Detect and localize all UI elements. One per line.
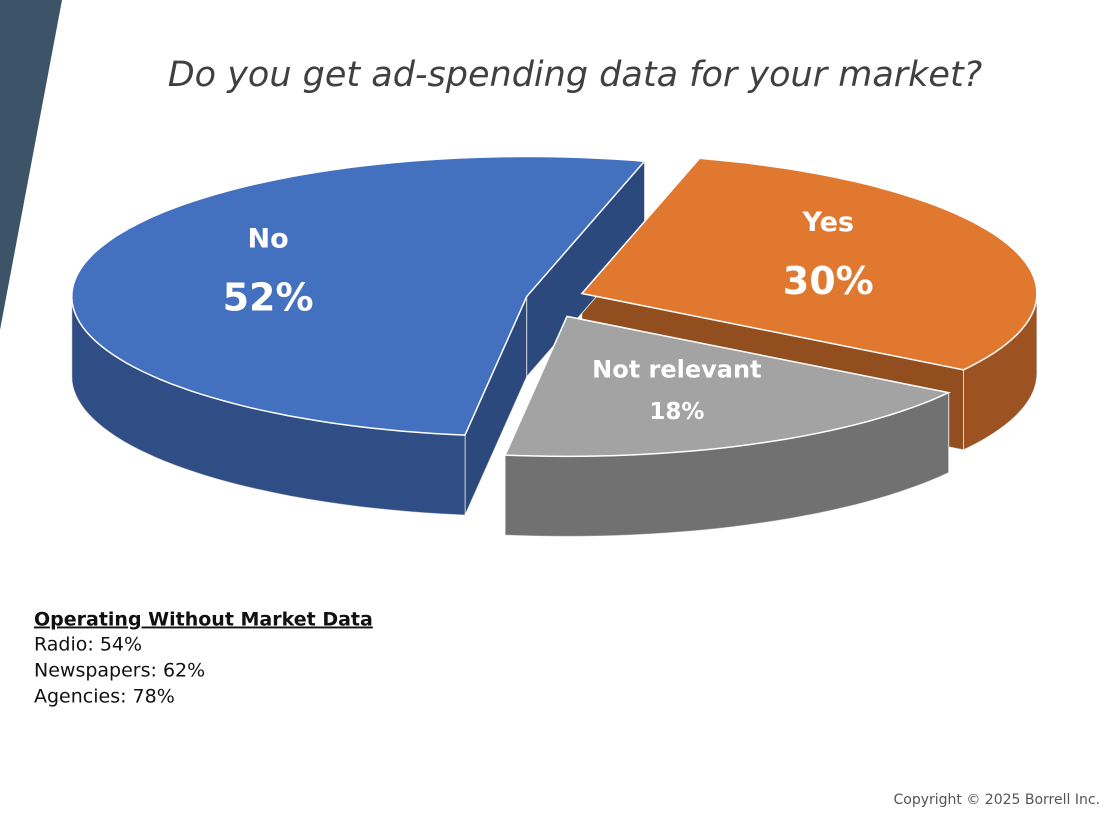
pie-tops [71, 155, 1038, 458]
slice-value-label: 30% [783, 259, 874, 303]
pie-side-shade [963, 293, 1037, 450]
decor-stripe [0, 0, 62, 330]
pie-side-shade [505, 392, 949, 537]
notes-line: Newspapers: 62% [34, 660, 205, 682]
notes-line: Radio: 54% [34, 634, 142, 656]
pie-cut-shade [465, 296, 527, 516]
notes-line: Agencies: 78% [34, 686, 175, 708]
pie-slice [504, 315, 952, 458]
slice-category-label: Not relevant [592, 356, 761, 384]
pie: Yes 30% Not relevant 18% No 52% [71, 155, 1038, 537]
pie-cut-shade [526, 161, 645, 377]
footer: Copyright © 2025 Borrell Inc. [893, 792, 1100, 808]
slice-category-label: Yes [802, 207, 854, 238]
pie-slice [580, 157, 1038, 371]
slice-value-label: 52% [223, 275, 314, 319]
notes-heading: Operating Without Market Data [34, 609, 373, 631]
chart-title: Do you get ad-spending data for your mar… [168, 55, 983, 95]
pie-side-shade [71, 296, 466, 516]
slice-value-label: 18% [649, 399, 704, 425]
slice-category-label: No [247, 223, 288, 254]
pie-slice [71, 155, 647, 436]
pie-labels: Yes 30% Not relevant 18% No 52% [223, 207, 874, 425]
